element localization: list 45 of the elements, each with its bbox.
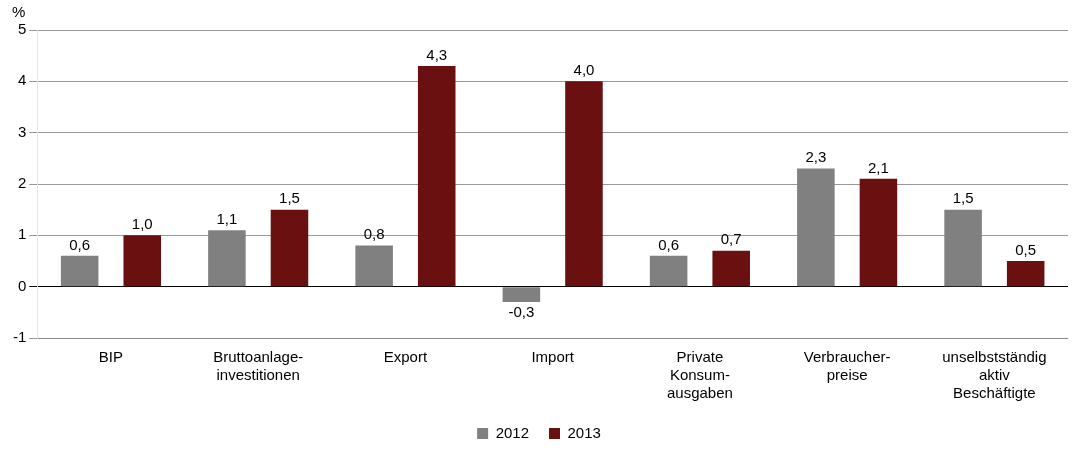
data-label: -0,3 xyxy=(508,302,535,320)
bar xyxy=(797,168,835,287)
x-tick-label: Verbraucher- preise xyxy=(803,348,891,384)
y-tick-label: 1 xyxy=(17,225,27,243)
x-tick-label: BIP xyxy=(98,348,124,366)
y-tick-label: 2 xyxy=(17,174,27,192)
y-tick-label: 3 xyxy=(17,122,27,140)
data-label: 2,1 xyxy=(868,158,889,176)
bar xyxy=(208,230,246,287)
x-tick-label: Bruttoanlage- investitionen xyxy=(213,348,304,384)
bar xyxy=(417,65,456,287)
y-tick-label: 5 xyxy=(17,20,27,38)
legend-label: 2013 xyxy=(567,423,601,441)
data-label: 0,6 xyxy=(658,235,680,253)
bar xyxy=(60,255,99,287)
bar xyxy=(649,255,688,287)
data-label: 2,3 xyxy=(805,148,827,166)
bar xyxy=(565,81,603,287)
data-label: 4,0 xyxy=(573,60,595,78)
bar xyxy=(270,209,309,287)
bar xyxy=(859,178,898,287)
data-label: 0,8 xyxy=(363,225,385,243)
data-label: 1,5 xyxy=(279,189,300,207)
bar xyxy=(712,250,750,287)
data-label: 4,3 xyxy=(426,45,448,63)
y-tick-label: -1 xyxy=(12,328,27,346)
bar xyxy=(944,209,982,287)
bar xyxy=(502,287,541,303)
x-tick-label: Private Konsum- ausgaben xyxy=(666,348,733,402)
x-tick-label: unselbstständig aktiv Beschäftigte xyxy=(942,348,1047,402)
bar xyxy=(355,245,393,287)
data-label: 1,0 xyxy=(131,214,153,232)
data-label: 0,5 xyxy=(1015,240,1037,258)
x-tick-label: Import xyxy=(531,348,575,366)
data-label: 1,5 xyxy=(952,189,974,207)
x-tick-label: Export xyxy=(383,348,428,366)
data-label: 0,7 xyxy=(720,230,742,248)
bar xyxy=(123,235,162,287)
y-tick-label: 0 xyxy=(17,276,27,294)
data-label: 0,6 xyxy=(69,235,91,253)
legend-label: 2012 xyxy=(495,423,530,441)
y-axis-title: % xyxy=(12,2,26,20)
data-label: 1,1 xyxy=(216,209,238,227)
y-tick-label: 4 xyxy=(17,71,27,89)
bar xyxy=(1006,261,1045,287)
